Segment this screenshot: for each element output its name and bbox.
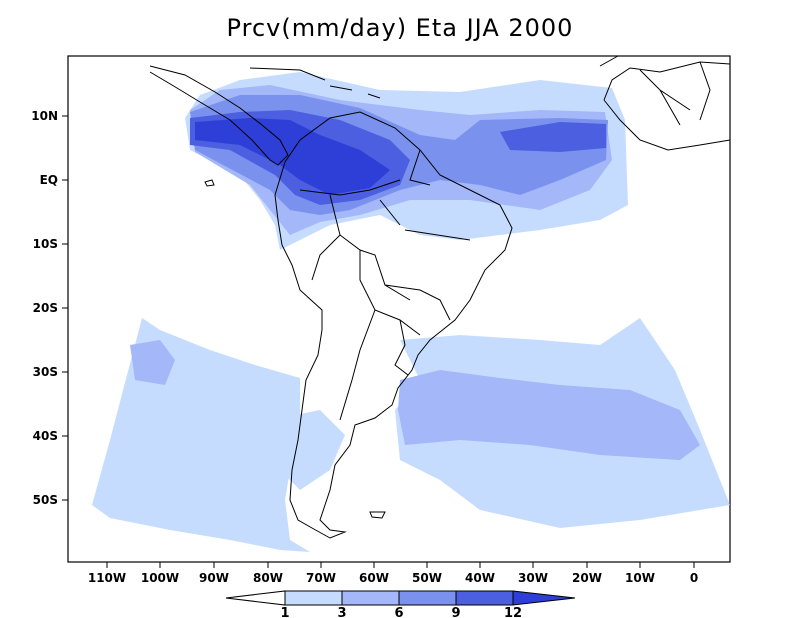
colorbar-segment-4 [455,590,514,606]
lon-label: 60W [359,571,389,585]
colorbar-segment-3 [398,590,457,606]
lat-label: 50S [33,493,58,507]
precip-medium-atlantic [398,370,700,460]
africa-coast [599,55,731,151]
lon-label: 50W [412,571,442,585]
lat-label: 10N [31,109,58,123]
central-america-coast [149,65,289,166]
colorbar-label: 3 [337,606,346,618]
lon-label: 10W [625,571,655,585]
lat-label: 20S [33,301,58,315]
colorbar-segment-1 [284,590,343,606]
lat-label: 10S [33,237,58,251]
coastlines [149,55,731,539]
latitude-labels: 10N EQ 10S 20S 30S 40S 50S [31,109,58,507]
south-america-coast [274,111,513,539]
falkland-islands [369,511,386,519]
colorbar [225,590,576,606]
country-borders [299,149,471,421]
caribbean-islands [249,67,381,99]
lon-label: 30W [518,571,548,585]
colorbar-segment-5 [512,590,576,606]
lon-label: 70W [306,571,336,585]
colorbar-labels: 1 3 6 9 12 [280,606,522,618]
axis-ticks [62,115,695,568]
lon-label: 80W [253,571,283,585]
precip-extreme-core [195,118,390,195]
lon-label: 0 [690,571,698,585]
lon-label: 110W [88,571,126,585]
colorbar-segment-0 [225,590,286,606]
map-title: Prcv(mm/day) Eta JJA 2000 [226,14,574,42]
lon-label: 20W [572,571,602,585]
precip-very-heavy-atlantic [500,122,606,152]
colorbar-label: 9 [451,606,460,618]
lon-label: 100W [141,571,179,585]
lon-label: 40W [465,571,495,585]
africa-borders [639,61,711,126]
precip-medium-pacific [130,340,175,385]
longitude-labels: 110W 100W 90W 80W 70W 60W 50W 40W 30W 20… [88,571,698,585]
colorbar-segment-2 [341,590,400,606]
lat-label: EQ [40,173,58,187]
galapagos-islands [204,179,215,187]
colorbar-label: 6 [394,606,403,618]
lon-label: 90W [199,571,229,585]
precip-light-coast [270,410,345,490]
lat-label: 30S [33,365,58,379]
colorbar-label: 1 [280,606,289,618]
lat-label: 40S [33,429,58,443]
colorbar-label: 12 [504,606,522,618]
